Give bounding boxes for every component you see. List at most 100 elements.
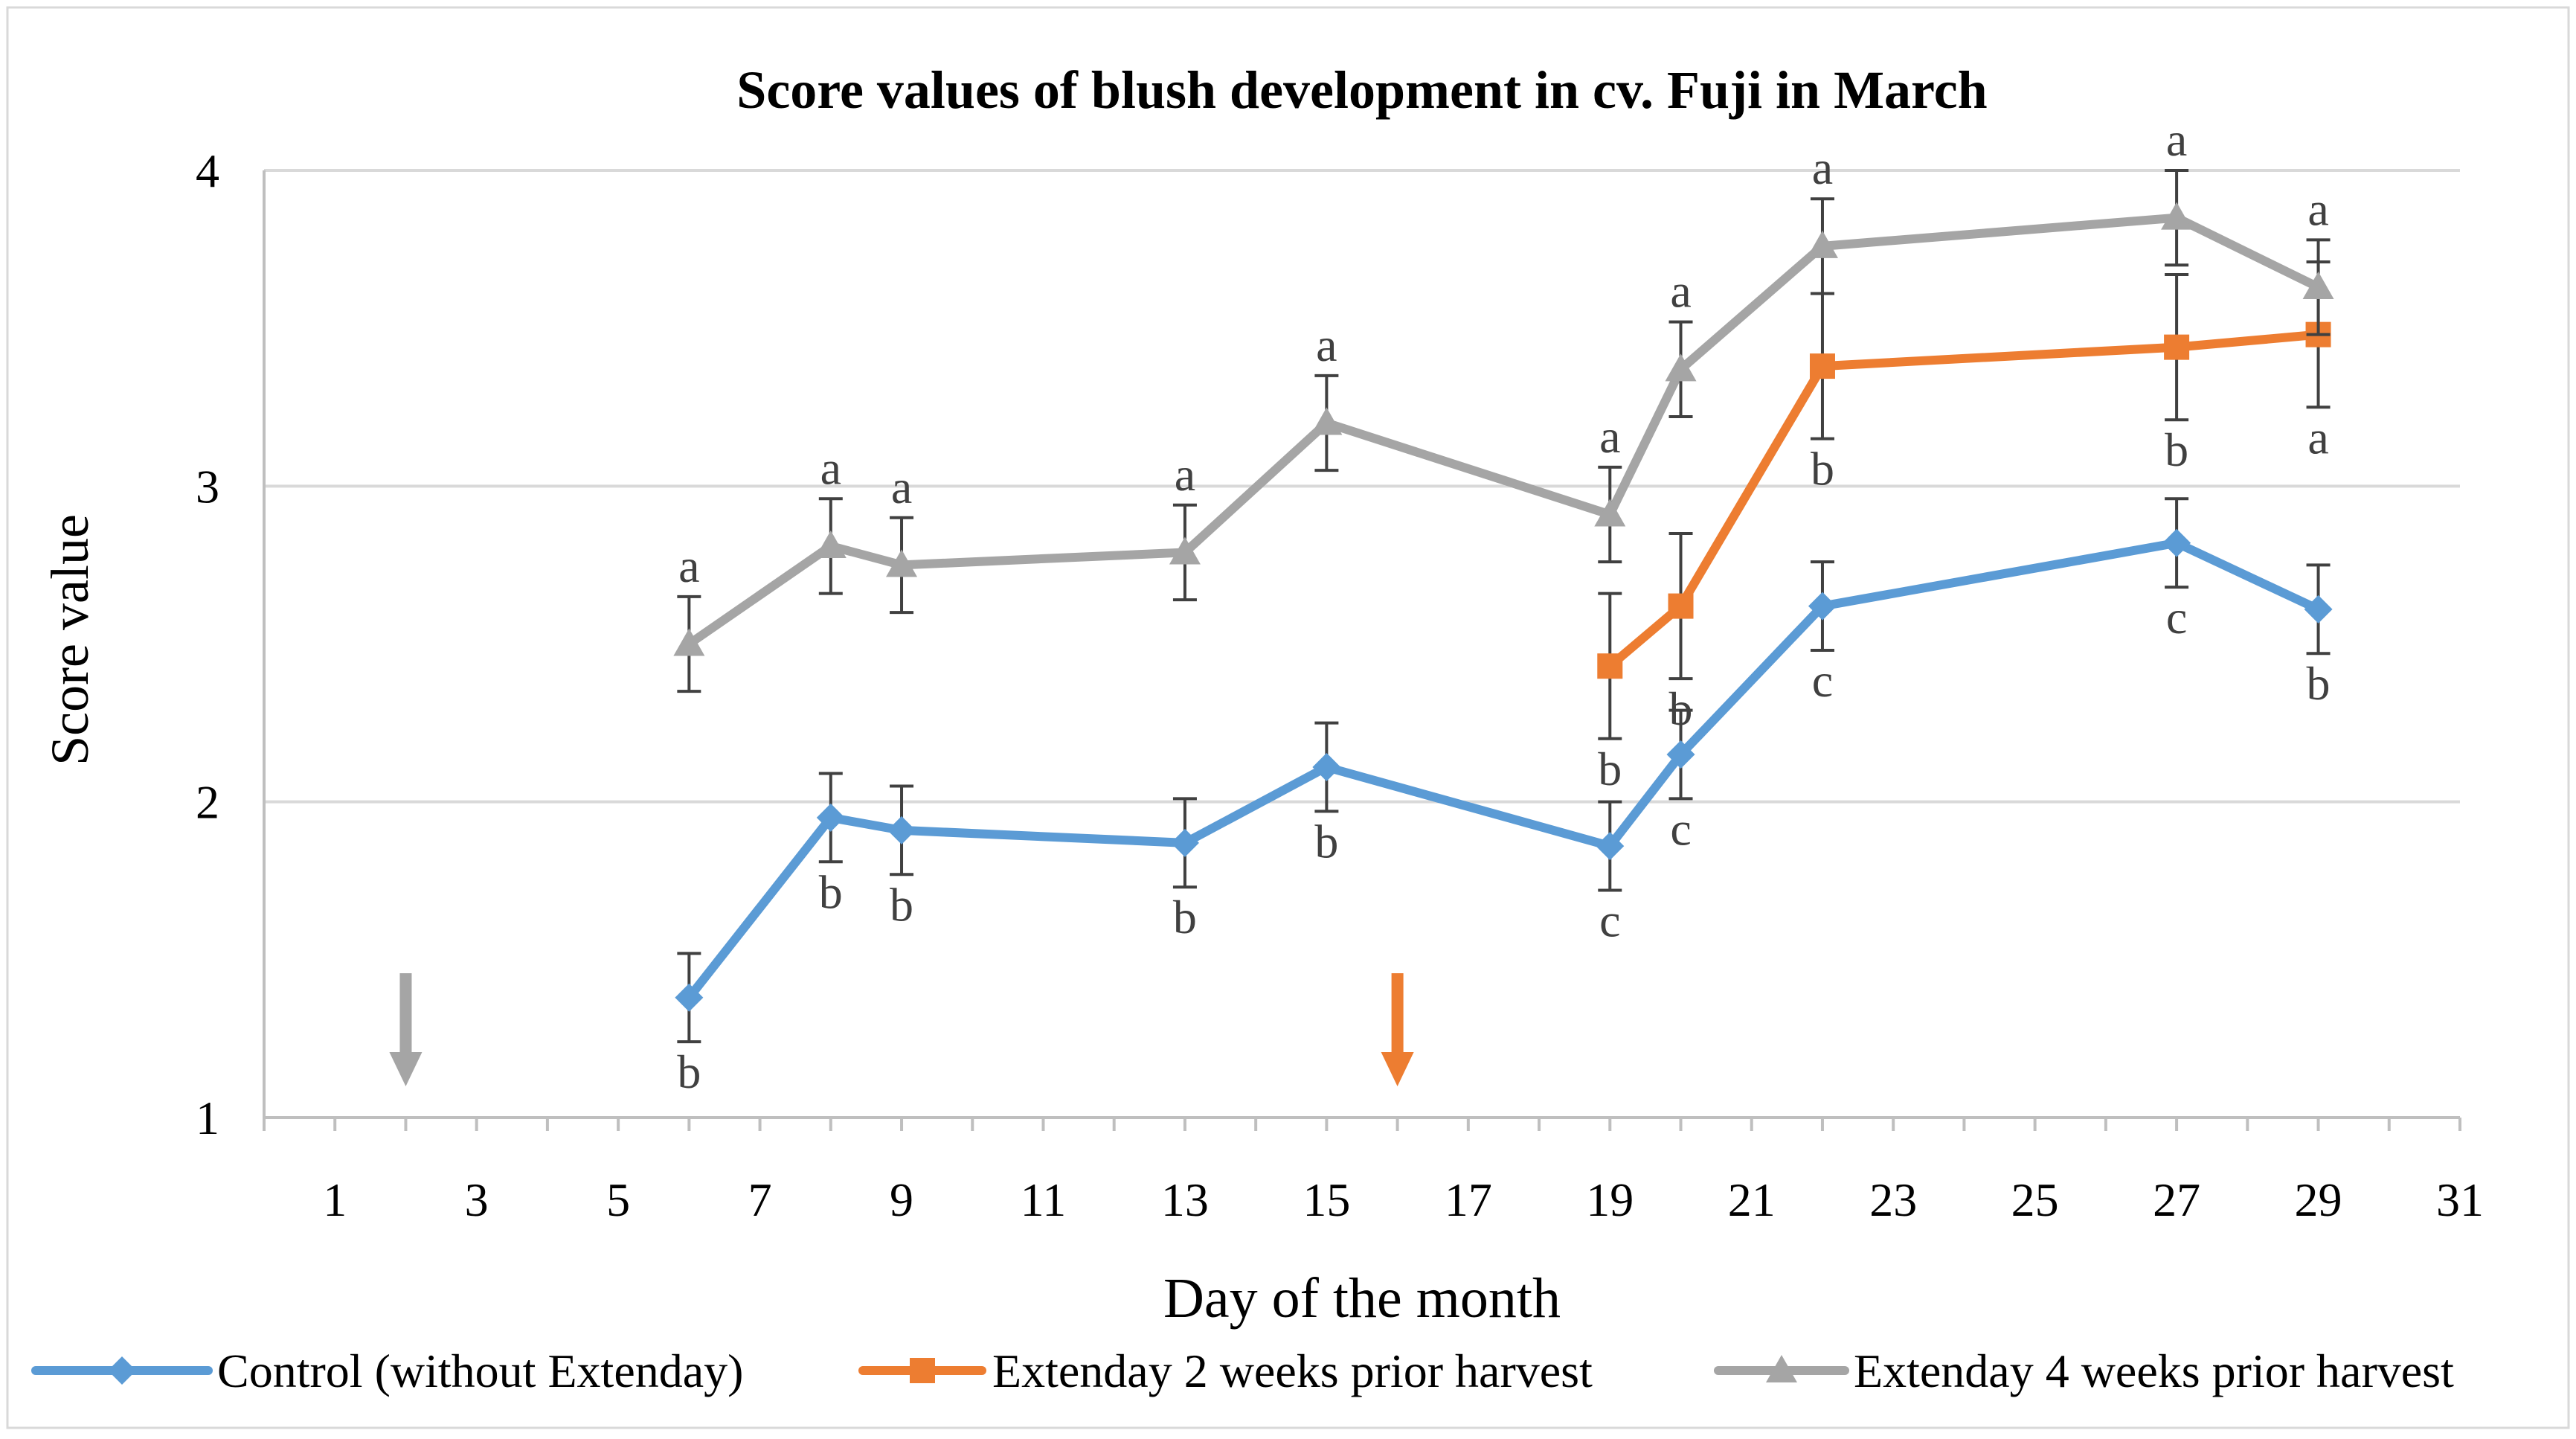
series-3-point [1806, 230, 1838, 258]
arrow-head [389, 1052, 423, 1086]
series-1-point [1312, 752, 1341, 781]
series-1-significance-label: c [1599, 894, 1620, 946]
y-tick-label-1: 1 [196, 1092, 219, 1144]
series-1-significance-label: b [1173, 891, 1197, 943]
legend-item-2: Extenday 2 weeks prior harvest [858, 1345, 1593, 1397]
series-2-point [1668, 593, 1694, 619]
series-3-significance-label: a [1670, 265, 1691, 318]
series-2-point [2164, 334, 2190, 360]
series-2-significance-label: b [1598, 743, 1622, 795]
x-tick-label-7: 7 [748, 1173, 772, 1226]
series-1-significance-label: c [2166, 591, 2187, 644]
series-1-point [1666, 740, 1695, 769]
y-tick-label-3: 3 [196, 460, 219, 513]
series-1-significance-label: b [2307, 657, 2331, 710]
x-tick-label-19: 19 [1586, 1173, 1634, 1226]
chart-frame [6, 6, 2570, 1429]
series-1-significance-label: c [1812, 654, 1833, 707]
gridlines [264, 169, 2460, 804]
series-3-line [684, 213, 2323, 649]
series-3-point [2161, 202, 2193, 230]
series-3-significance-label: a [2166, 113, 2187, 166]
series-2: bbb b a [1597, 260, 2331, 795]
x-tick-label-17: 17 [1445, 1173, 1492, 1226]
series-3-point [886, 549, 918, 577]
arrow-head [1381, 1052, 1414, 1086]
x-tick-label-25: 25 [2011, 1173, 2059, 1226]
series-1-significance-label: b [890, 878, 913, 931]
series-3-significance-label: a [820, 441, 841, 494]
application-arrow-2 [1381, 973, 1414, 1086]
series-1-point [887, 815, 916, 845]
x-tick-label-1: 1 [323, 1173, 347, 1226]
y-tick-label-2: 2 [196, 776, 219, 829]
legend-item-1: Control (without Extenday) [31, 1345, 743, 1397]
series-3-point [2302, 272, 2334, 300]
series-2-significance-label: b [1669, 682, 1693, 735]
series-1-point [1808, 592, 1837, 621]
series-3-significance-label: a [678, 539, 699, 592]
series-3-point [1169, 536, 1201, 565]
series-2-significance-label: b [2165, 423, 2188, 476]
series-1-significance-label: b [1314, 815, 1338, 868]
arrow-shaft [1391, 973, 1404, 1055]
x-tick-label-9: 9 [890, 1173, 913, 1226]
chart-title: Score values of blush development in cv.… [736, 60, 1987, 120]
series-1-significance-label: b [819, 865, 843, 918]
series-2-point [1809, 353, 1835, 379]
series-1-point [2162, 528, 2191, 557]
series-1-point [675, 983, 704, 1012]
application-arrow-1 [389, 973, 423, 1086]
x-axis-label: Day of the month [1163, 1267, 1561, 1330]
series-3-point [673, 628, 705, 656]
legend-swatch-marker [108, 1356, 136, 1385]
x-tick-label-23: 23 [1869, 1173, 1917, 1226]
series-3-significance-label: a [2307, 182, 2328, 235]
x-tick-label-27: 27 [2153, 1173, 2200, 1226]
series-1-significance-label: b [677, 1045, 701, 1098]
x-tick-label-29: 29 [2295, 1173, 2342, 1226]
series-3-significance-label: a [1812, 141, 1833, 194]
series-2-point [1597, 653, 1623, 679]
x-tick-label-31: 31 [2436, 1173, 2484, 1226]
x-tick-label-3: 3 [465, 1173, 489, 1226]
series-3-significance-label: a [891, 461, 912, 513]
series-1-line [684, 538, 2323, 1002]
series-1-point [2304, 594, 2333, 624]
series-3-point [1311, 407, 1343, 435]
series-3-point [815, 530, 847, 558]
legend-swatch-marker [910, 1358, 935, 1383]
legend: Control (without Extenday) Extenday 2 wee… [31, 1345, 2454, 1397]
series-3-point [1594, 499, 1626, 527]
y-tick-label-4: 4 [196, 144, 219, 197]
series-3-significance-label: a [1599, 410, 1620, 463]
series-2-significance-label: a [2307, 411, 2328, 464]
legend-label: Control (without Extenday) [217, 1345, 743, 1397]
y-axis-label: Score value [40, 514, 100, 766]
x-tick-label-13: 13 [1161, 1173, 1209, 1226]
x-tick-label-15: 15 [1303, 1173, 1350, 1226]
application-arrows [389, 973, 1414, 1086]
legend-swatch-marker [1766, 1355, 1797, 1382]
series-1-point [1170, 828, 1199, 857]
series-2-significance-label: b [1811, 443, 1834, 496]
arrow-shaft [399, 973, 412, 1055]
series-1-point [1596, 832, 1625, 861]
series-3-point [1665, 353, 1697, 382]
legend-item-3: Extenday 4 weeks prior harvest [1714, 1345, 2454, 1397]
x-tick-label-21: 21 [1728, 1173, 1776, 1226]
series-1-point [816, 803, 845, 832]
legend-label: Extenday 2 weeks prior harvest [992, 1345, 1593, 1397]
series-3-significance-label: a [1175, 448, 1195, 501]
x-tick-label-11: 11 [1021, 1173, 1067, 1226]
series-1-significance-label: c [1670, 802, 1691, 855]
legend-label: Extenday 4 weeks prior harvest [1854, 1345, 2454, 1397]
x-tick-label-5: 5 [606, 1173, 630, 1226]
series-3-significance-label: a [1316, 318, 1337, 371]
